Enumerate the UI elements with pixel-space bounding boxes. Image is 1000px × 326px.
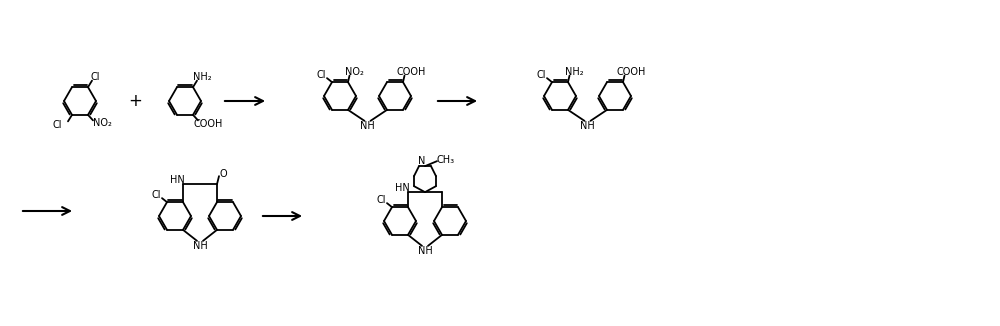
Text: Cl: Cl xyxy=(151,190,161,200)
Text: N: N xyxy=(418,156,426,166)
Text: Cl: Cl xyxy=(536,70,546,80)
Text: NH: NH xyxy=(580,121,595,131)
Text: NO₂: NO₂ xyxy=(93,118,111,128)
Text: NH: NH xyxy=(418,246,432,256)
Text: HN: HN xyxy=(170,175,185,185)
Text: Cl: Cl xyxy=(90,72,100,82)
Text: +: + xyxy=(128,92,142,110)
Text: Cl: Cl xyxy=(376,195,386,205)
Text: Cl: Cl xyxy=(52,120,62,130)
Text: HN: HN xyxy=(395,183,410,193)
Text: Cl: Cl xyxy=(316,70,326,80)
Text: COOH: COOH xyxy=(396,67,426,77)
Text: O: O xyxy=(219,169,227,179)
Text: NO₂: NO₂ xyxy=(345,67,363,77)
Text: NH: NH xyxy=(360,121,375,131)
Text: COOH: COOH xyxy=(193,119,223,129)
Text: NH₂: NH₂ xyxy=(565,67,583,77)
Text: NH: NH xyxy=(193,241,207,251)
Text: NH₂: NH₂ xyxy=(193,72,211,82)
Text: COOH: COOH xyxy=(616,67,646,77)
Text: CH₃: CH₃ xyxy=(436,155,455,165)
